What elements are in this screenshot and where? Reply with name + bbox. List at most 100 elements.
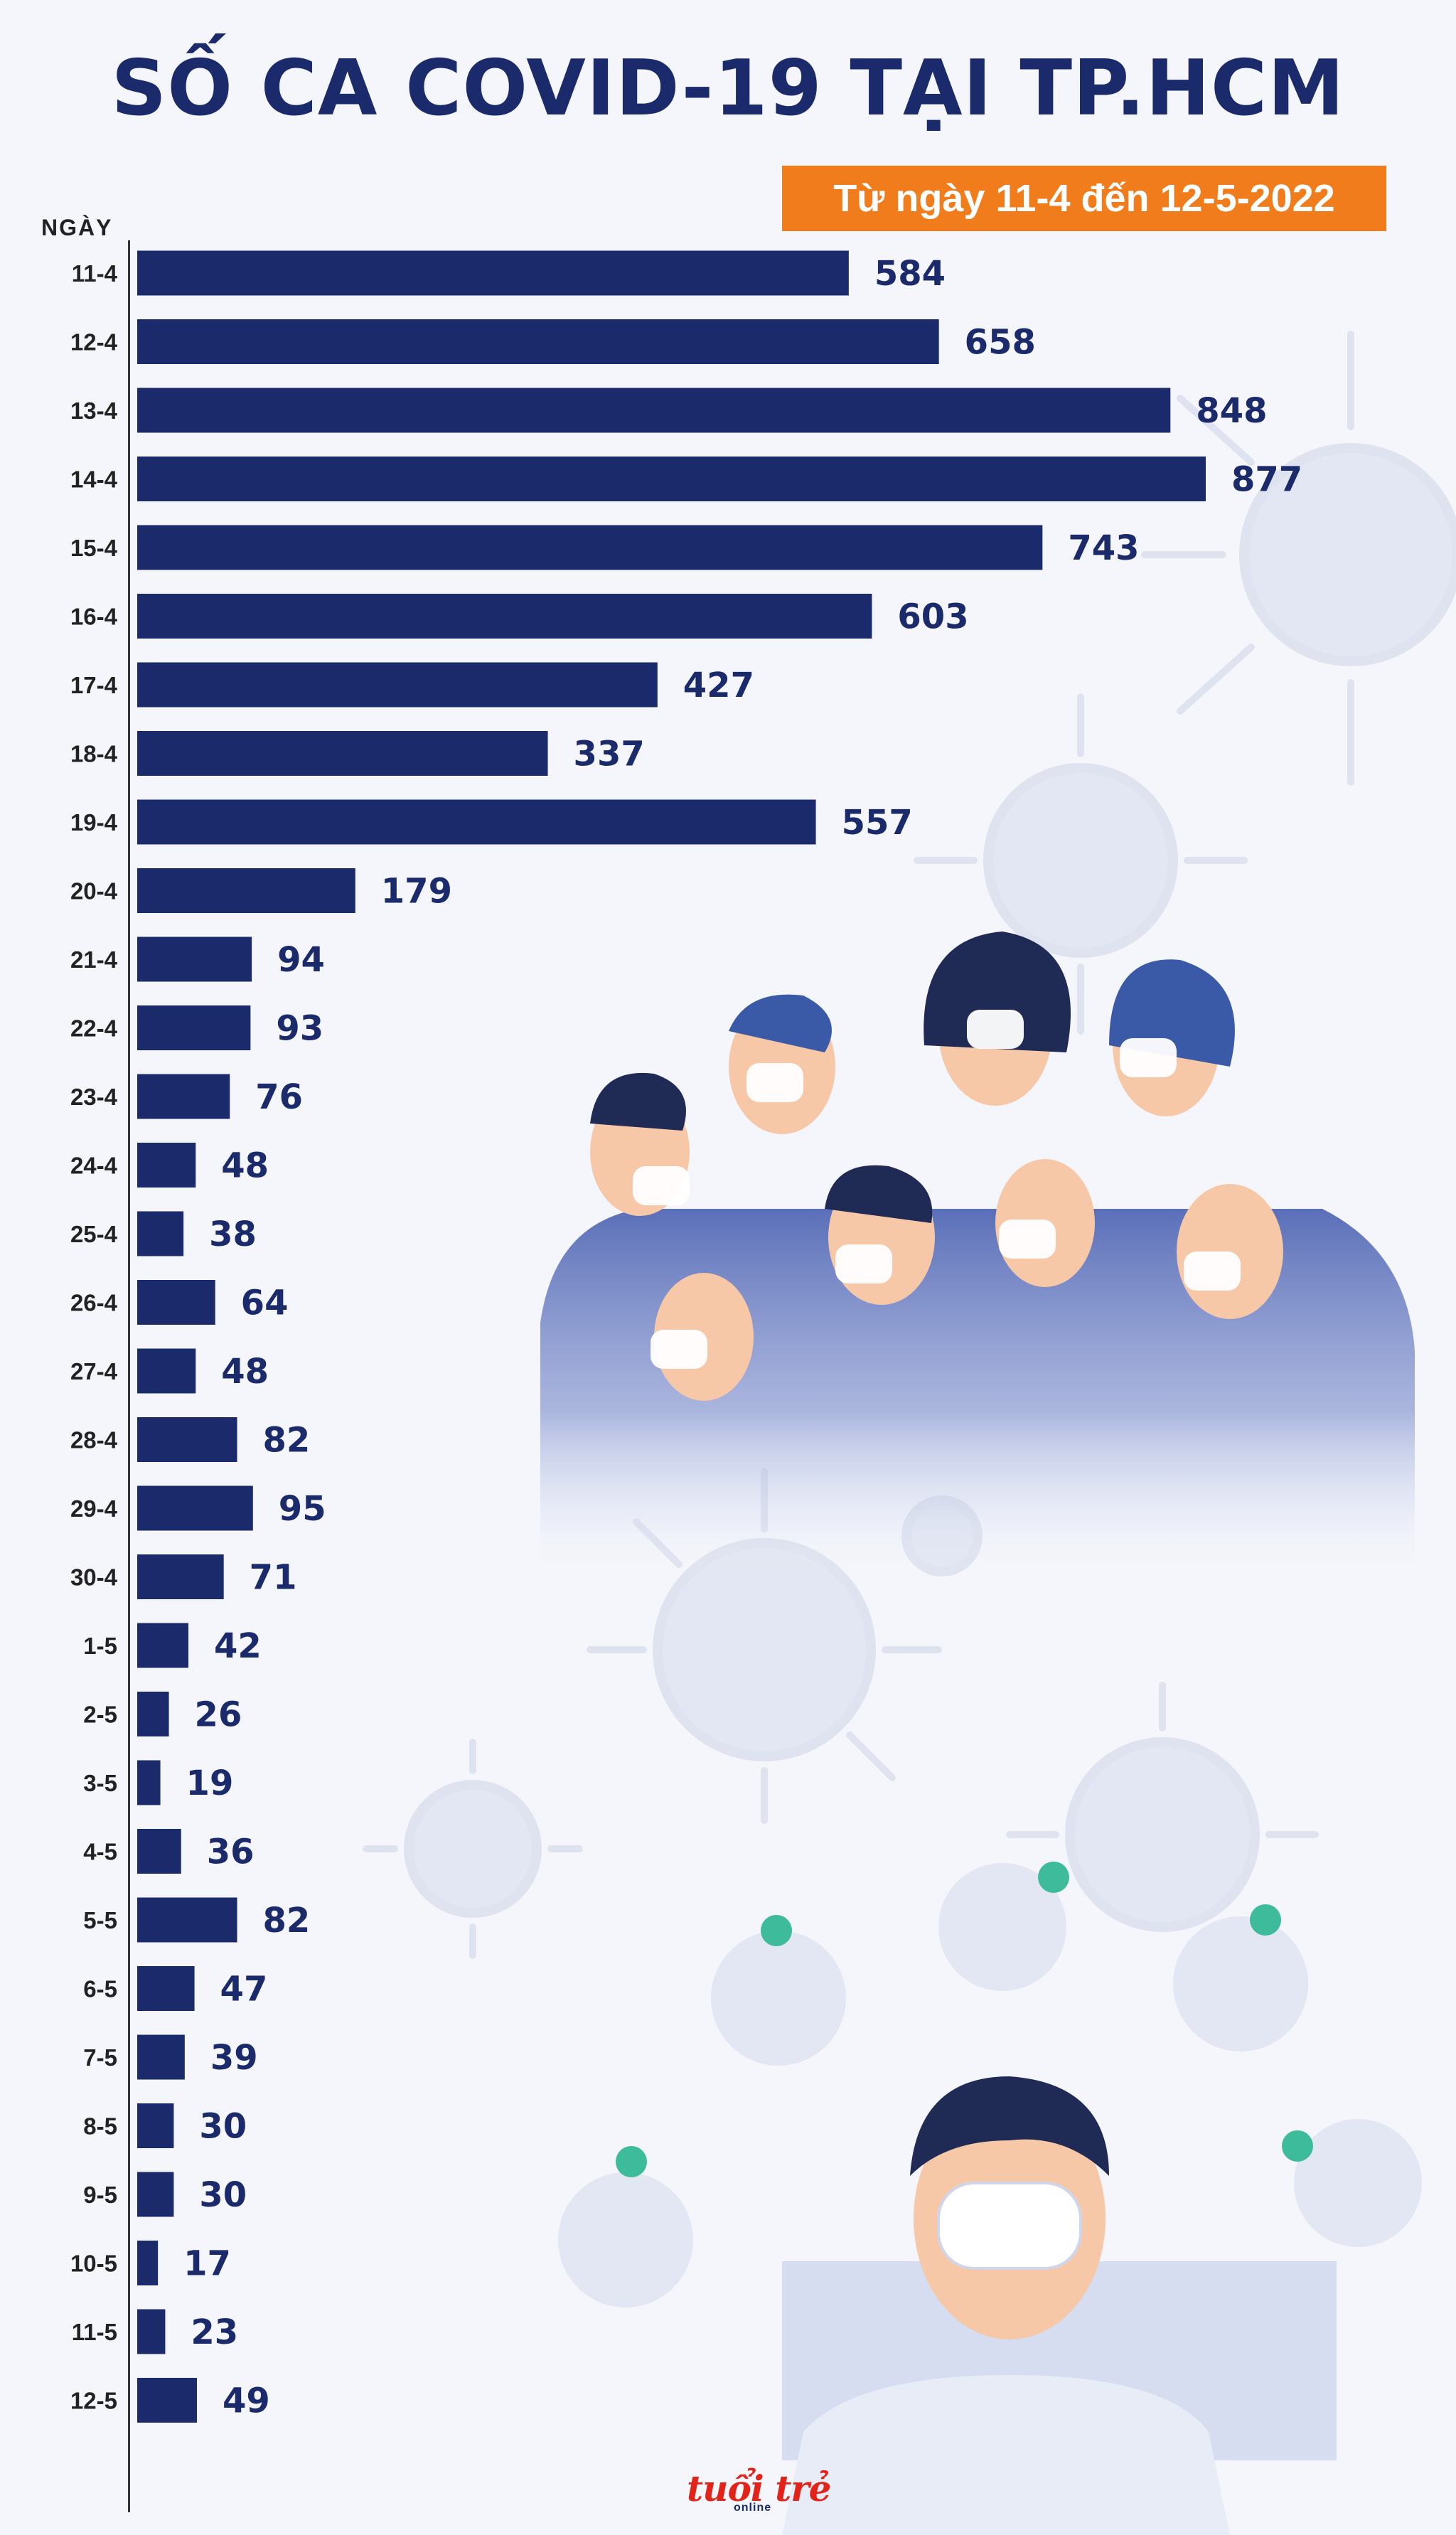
bar (137, 1074, 230, 1119)
value-label: 48 (221, 1352, 269, 1392)
bar (137, 594, 872, 639)
value-label: 47 (220, 1970, 268, 2010)
bar (137, 1623, 188, 1668)
value-label: 658 (965, 323, 1036, 363)
category-label: 9-5 (83, 2182, 117, 2208)
value-label: 76 (255, 1077, 303, 1117)
category-label: 1-5 (83, 1633, 117, 1659)
doctor-illustration (782, 2076, 1337, 2535)
value-label: 743 (1068, 528, 1139, 568)
bar (137, 1554, 224, 1599)
bar (137, 868, 355, 913)
category-label: 5-5 (83, 1907, 117, 1933)
crowd-illustration (540, 932, 1415, 1579)
bar (137, 525, 1043, 570)
value-label: 71 (250, 1558, 297, 1598)
bar (137, 1211, 184, 1256)
value-label: 17 (183, 2244, 231, 2284)
value-label: 95 (279, 1489, 326, 1529)
value-label: 427 (683, 666, 754, 705)
y-axis-line (128, 240, 130, 2512)
category-label: 10-5 (70, 2251, 117, 2277)
bar (137, 662, 658, 708)
category-label: 21-4 (70, 946, 118, 973)
bar (137, 2034, 185, 2080)
value-label: 49 (223, 2381, 270, 2421)
hygiene-icons (558, 1863, 1422, 2307)
category-label: 20-4 (70, 878, 118, 904)
value-label: 39 (210, 2038, 258, 2078)
bar (137, 1897, 237, 1943)
category-label: 12-5 (70, 2388, 117, 2414)
category-label: 28-4 (70, 1427, 118, 1453)
bar (137, 319, 939, 364)
bar (137, 799, 816, 845)
bar (137, 2103, 174, 2148)
category-label: 23-4 (70, 1084, 118, 1110)
value-label: 337 (574, 735, 645, 774)
category-label: 11-4 (72, 260, 118, 287)
value-label: 179 (381, 872, 452, 912)
category-label: 27-4 (70, 1358, 118, 1384)
bar (137, 1829, 181, 1874)
category-label: 29-4 (70, 1495, 118, 1522)
chart-title: SỐ CA COVID-19 TẠI TP.HCM (111, 44, 1345, 133)
check-icon (616, 1862, 1313, 2177)
y-axis-title: NGÀY (41, 215, 113, 240)
value-label: 30 (199, 2175, 247, 2215)
value-label: 38 (209, 1215, 257, 1254)
bar (137, 1143, 196, 1188)
bar (137, 1348, 196, 1394)
bar (137, 388, 1171, 433)
bar (137, 1280, 215, 1325)
value-label: 48 (221, 1146, 269, 1186)
category-label: 17-4 (70, 672, 118, 698)
bar (137, 1760, 161, 1805)
value-label: 557 (842, 803, 913, 843)
value-label: 23 (191, 2312, 238, 2352)
value-label: 26 (195, 1695, 242, 1735)
bar (137, 1005, 251, 1050)
category-label: 15-4 (70, 535, 118, 561)
value-label: 848 (1196, 391, 1267, 431)
value-label: 93 (276, 1009, 323, 1049)
category-label: 3-5 (83, 1770, 117, 1796)
bar (137, 2309, 166, 2354)
bar (137, 1692, 169, 1736)
category-label: 12-4 (70, 329, 118, 356)
bar (137, 1966, 195, 2011)
bar (137, 731, 548, 776)
value-label: 30 (199, 2107, 247, 2147)
value-label: 584 (874, 254, 946, 294)
value-label: 94 (277, 940, 325, 980)
bar (137, 2172, 174, 2217)
category-label: 26-4 (70, 1290, 118, 1316)
category-label: 8-5 (83, 2113, 117, 2140)
value-label: 603 (897, 597, 968, 637)
bar (137, 1417, 237, 1462)
category-label: 13-4 (70, 397, 118, 424)
category-label: 19-4 (70, 809, 118, 836)
value-label: 42 (214, 1626, 262, 1666)
category-label: 25-4 (70, 1221, 118, 1247)
bar (137, 936, 252, 982)
virus-icon (404, 443, 1456, 1932)
category-label: 22-4 (70, 1015, 118, 1042)
value-label: 82 (263, 1421, 311, 1461)
value-label: 19 (186, 1763, 234, 1803)
tuoi-tre-logo: tuổi trẻ online (687, 2467, 831, 2514)
category-label: 24-4 (70, 1153, 118, 1179)
virus-spikes (363, 331, 1354, 1959)
category-label: 4-5 (83, 1839, 117, 1865)
value-label: 64 (241, 1283, 289, 1323)
bar (137, 1485, 253, 1531)
date-range-badge: Từ ngày 11-4 đến 12-5-2022 (782, 166, 1386, 231)
value-label: 877 (1231, 460, 1302, 500)
category-label: 16-4 (70, 604, 118, 630)
bar (137, 457, 1206, 501)
category-label: 2-5 (83, 1702, 117, 1728)
category-label: 14-4 (70, 466, 118, 493)
bar (137, 2378, 197, 2423)
